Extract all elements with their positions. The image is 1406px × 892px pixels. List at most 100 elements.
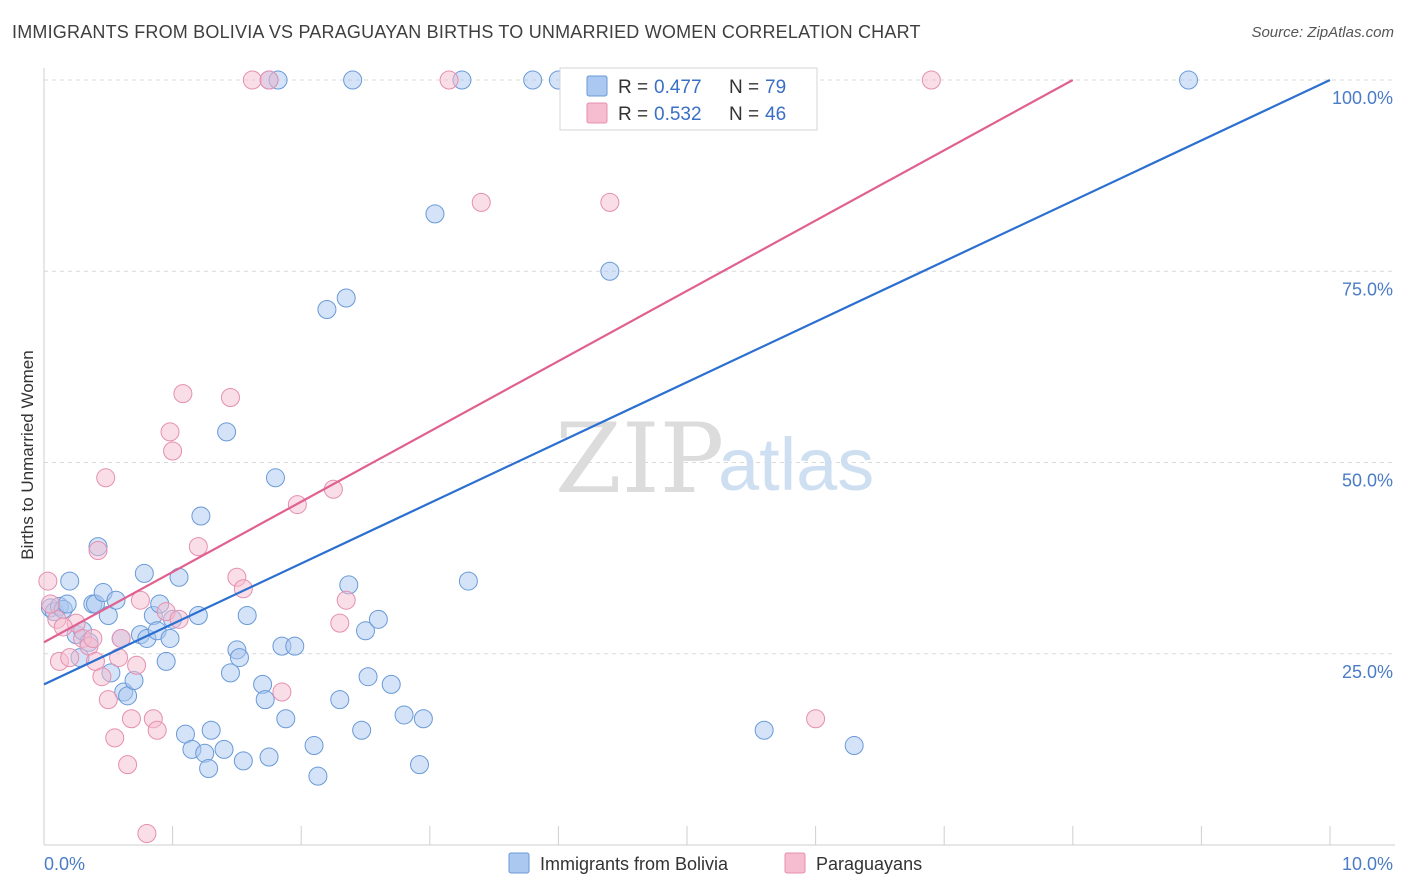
point-paraguayans-11 — [98, 690, 118, 710]
bottom-legend: Immigrants from Bolivia Paraguayans — [508, 852, 922, 874]
point-paraguayans-39 — [600, 192, 620, 212]
legend-r-label-bolivia: R = — [618, 77, 648, 98]
point-bolivia-77 — [754, 720, 774, 740]
point-bolivia-50 — [276, 709, 296, 729]
bottom-legend-label-bolivia: Immigrants from Bolivia — [540, 854, 729, 874]
point-paraguayans-26 — [188, 537, 208, 557]
point-paraguayans-44 — [85, 651, 105, 671]
point-bolivia-52 — [304, 736, 324, 756]
point-bolivia-53 — [308, 766, 328, 786]
bottom-legend-label-paraguayans: Paraguayans — [816, 854, 922, 874]
point-paraguayans-22 — [160, 422, 180, 442]
point-bolivia-51 — [285, 636, 305, 656]
legend-n-value-bolivia: 79 — [765, 77, 786, 98]
trend-line-bolivia — [43, 79, 1331, 686]
point-paraguayans-24 — [169, 609, 189, 629]
point-paraguayans-23 — [163, 441, 183, 461]
point-bolivia-22 — [134, 563, 154, 583]
point-paraguayans-43 — [53, 617, 73, 637]
watermark-zip: ZIP — [555, 403, 724, 515]
legend-r-value-bolivia: 0.477 — [654, 77, 702, 98]
point-paraguayans-25 — [173, 384, 193, 404]
point-paraguayans-16 — [127, 655, 147, 675]
legend-swatch-bolivia — [586, 75, 608, 97]
point-bolivia-5 — [60, 571, 80, 591]
point-bolivia-71 — [343, 70, 363, 90]
x-tick-label-max: 10.0% — [1342, 854, 1393, 874]
legend-n-label-paraguayans: N = — [729, 104, 759, 125]
point-bolivia-54 — [317, 300, 337, 319]
point-paraguayans-38 — [471, 192, 491, 212]
point-paraguayans-7 — [83, 628, 103, 648]
point-paraguayans-36 — [336, 590, 356, 610]
point-bolivia-63 — [394, 705, 414, 725]
point-bolivia-48 — [265, 468, 285, 488]
point-bolivia-47 — [259, 747, 279, 767]
point-bolivia-58 — [352, 720, 372, 740]
bottom-legend-swatch-paraguayans — [784, 852, 806, 874]
y-tick-label-4: 100.0% — [1332, 88, 1393, 108]
legend-r-label-paraguayans: R = — [618, 104, 648, 125]
y-axis-label: Births to Unmarried Women — [18, 350, 37, 559]
point-bolivia-27 — [156, 651, 176, 671]
point-bolivia-46 — [255, 690, 275, 710]
point-bolivia-76 — [1179, 70, 1199, 90]
chart-title: IMMIGRANTS FROM BOLIVIA VS PARAGUAYAN BI… — [12, 22, 921, 42]
y-tick-label-1: 25.0% — [1342, 662, 1393, 682]
watermark-atlas: atlas — [718, 423, 874, 506]
trend-line-paraguayans — [43, 79, 1074, 644]
point-paraguayans-17 — [130, 590, 150, 610]
legend-n-value-paraguayans: 46 — [765, 104, 786, 125]
point-paraguayans-31 — [259, 70, 279, 90]
axes: 25.0% 50.0% 75.0% 100.0% 0.0% 10.0% — [43, 68, 1395, 874]
trend-lines — [43, 79, 1331, 686]
point-paraguayans-18 — [137, 824, 157, 844]
point-paraguayans-10 — [96, 468, 116, 488]
legend-r-value-paraguayans: 0.532 — [654, 104, 702, 125]
point-paraguayans-40 — [806, 709, 826, 729]
legend-swatch-paraguayans — [586, 102, 608, 124]
point-paraguayans-12 — [105, 728, 125, 748]
y-tick-label-3: 75.0% — [1342, 279, 1393, 299]
point-paraguayans-0 — [38, 571, 58, 591]
point-bolivia-34 — [191, 506, 211, 526]
bottom-legend-swatch-bolivia — [508, 852, 530, 874]
y-tick-label-2: 50.0% — [1342, 471, 1393, 491]
x-tick-label-min: 0.0% — [44, 854, 85, 874]
point-paraguayans-27 — [220, 387, 240, 407]
point-bolivia-61 — [368, 609, 388, 629]
point-paraguayans-30 — [242, 70, 262, 90]
point-paraguayans-3 — [60, 648, 80, 668]
point-paraguayans-15 — [121, 709, 141, 729]
point-bolivia-67 — [458, 571, 478, 591]
legend: R = 0.477 N = 79 R = 0.532 N = 46 — [559, 67, 818, 131]
point-bolivia-4 — [57, 594, 77, 614]
point-bolivia-65 — [413, 709, 433, 729]
point-bolivia-66 — [425, 204, 445, 224]
watermark: ZIP atlas — [555, 403, 874, 515]
point-paraguayans-41 — [921, 70, 941, 90]
point-bolivia-60 — [358, 667, 378, 687]
point-bolivia-43 — [233, 751, 253, 771]
point-paraguayans-37 — [439, 70, 459, 90]
point-bolivia-38 — [214, 739, 234, 759]
point-bolivia-37 — [201, 720, 221, 740]
point-paraguayans-8 — [88, 540, 108, 560]
point-bolivia-56 — [336, 288, 356, 308]
point-bolivia-62 — [381, 674, 401, 694]
point-bolivia-64 — [410, 755, 430, 775]
point-bolivia-44 — [237, 606, 257, 625]
point-paraguayans-14 — [118, 755, 138, 775]
chart-source: Source: ZipAtlas.com — [1251, 24, 1394, 41]
point-bolivia-78 — [844, 736, 864, 756]
point-bolivia-68 — [600, 261, 620, 281]
point-bolivia-39 — [217, 422, 237, 442]
point-bolivia-36 — [199, 759, 219, 778]
point-bolivia-28 — [160, 628, 180, 648]
point-paraguayans-32 — [272, 682, 292, 702]
point-bolivia-59 — [356, 621, 375, 641]
point-bolivia-42 — [229, 648, 249, 668]
point-bolivia-40 — [220, 663, 240, 683]
point-paraguayans-20 — [147, 720, 167, 740]
